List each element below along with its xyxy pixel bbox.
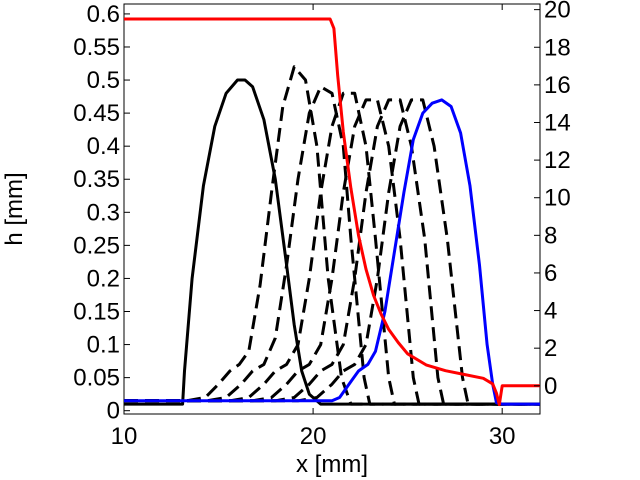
y2-tick-label: 18 [544, 34, 571, 61]
y-tick-label: 0.3 [87, 199, 120, 226]
series-line-8 [124, 98, 540, 406]
series-line-2 [124, 65, 540, 406]
x-tick-label: 30 [489, 423, 516, 450]
series-line-1 [124, 78, 540, 406]
y2-tick-label: 12 [544, 147, 571, 174]
plot-frame [123, 3, 541, 415]
y-tick-label: 0.4 [87, 133, 120, 160]
x-tick-label: 10 [111, 423, 138, 450]
y2-tick-label: 10 [544, 185, 571, 212]
series-line-4 [124, 91, 540, 406]
y2-tick-label: 4 [544, 298, 557, 325]
y2-tick-label: 16 [544, 72, 571, 99]
series-layer [124, 17, 540, 407]
y-tick-label: 0 [107, 398, 120, 425]
ticks-layer: 10 20 3000.050.10.150.20.250.30.350.40.450… [73, 0, 570, 450]
y2-tick-label: 20 [544, 0, 571, 24]
y2-tick-label: 6 [544, 260, 557, 287]
y2-tick-label: 2 [544, 335, 557, 362]
y-tick-label: 0.55 [73, 34, 120, 61]
series-line-3 [124, 85, 540, 406]
y-tick-label: 0.05 [73, 365, 120, 392]
x-axis-title: x [mm] [296, 451, 368, 478]
y-tick-label: 0.2 [87, 265, 120, 292]
y-tick-label: 0.35 [73, 166, 120, 193]
y-tick-label: 0.5 [87, 67, 120, 94]
y-tick-label: 0.6 [87, 1, 120, 28]
y-tick-label: 0.1 [87, 332, 120, 359]
x-tick-label: 20 [300, 423, 327, 450]
series-line-9 [124, 17, 540, 407]
y2-tick-label: 8 [544, 222, 557, 249]
y2-tick-label: 14 [544, 109, 571, 136]
y-axis-title: h [mm] [1, 172, 28, 245]
y-tick-label: 0.15 [73, 299, 120, 326]
series-line-7 [124, 98, 540, 406]
y-tick-label: 0.45 [73, 100, 120, 127]
y-tick-label: 0.25 [73, 232, 120, 259]
y2-tick-label: 0 [544, 373, 557, 400]
